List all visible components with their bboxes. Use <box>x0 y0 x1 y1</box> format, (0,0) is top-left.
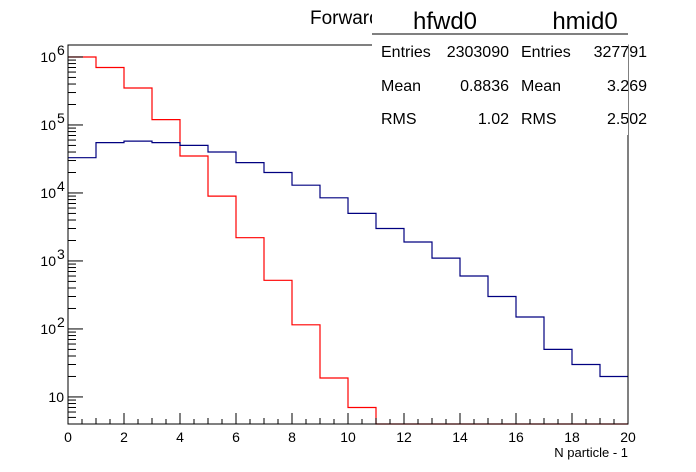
stats-mean-value-hfwd0: 0.8836 <box>460 78 509 95</box>
y-tick-label: 10 <box>40 49 56 65</box>
x-tick-label: 2 <box>120 429 128 445</box>
stats-rms-label-hmid0: RMS <box>521 111 557 128</box>
y-tick-label: 10 <box>40 253 56 269</box>
x-axis-ticks: 0 2 4 6 8 10 12 14 16 18 20 <box>64 413 636 445</box>
stats-entries-value-hmid0: 327791 <box>594 44 647 61</box>
stats-mean-label-hfwd0: Mean <box>381 78 421 95</box>
y-tick-exponent: 6 <box>57 42 65 58</box>
stats-rms-value-hmid0: 2.502 <box>607 111 647 128</box>
y-tick-label: 10 <box>40 117 56 133</box>
stats-name-hfwd0: hfwd0 <box>413 8 477 35</box>
x-tick-label: 18 <box>564 429 580 445</box>
y-tick-exponent: 2 <box>57 314 65 330</box>
y-tick-label: 10 <box>40 185 56 201</box>
x-tick-label: 20 <box>620 429 636 445</box>
stats-entries-value-hfwd0: 2303090 <box>447 44 509 61</box>
x-tick-label: 10 <box>340 429 356 445</box>
x-tick-label: 6 <box>232 429 240 445</box>
series-line-hmid0 <box>68 140 628 378</box>
y-tick-exponent: 3 <box>57 246 65 262</box>
stats-rms-label-hfwd0: RMS <box>381 111 417 128</box>
stats-entries-label-hfwd0: Entries <box>381 44 431 61</box>
x-tick-label: 12 <box>396 429 412 445</box>
x-tick-label: 0 <box>64 429 72 445</box>
stats-box-background <box>372 0 628 135</box>
x-axis-title: N particle - 1 <box>554 445 628 460</box>
x-tick-label: 14 <box>452 429 468 445</box>
stats-entries-label-hmid0: Entries <box>521 44 571 61</box>
y-tick-label: 10 <box>48 389 64 405</box>
stats-rms-value-hfwd0: 1.02 <box>478 111 509 128</box>
stats-mean-label-hmid0: Mean <box>521 78 561 95</box>
x-tick-label: 4 <box>176 429 184 445</box>
stats-mean-value-hmid0: 3.269 <box>607 78 647 95</box>
y-tick-exponent: 5 <box>57 110 65 126</box>
stats-box: hfwd0 hmid0 Entries 2303090 Entries 3277… <box>372 0 647 135</box>
y-tick-exponent: 4 <box>57 178 65 194</box>
plot-frame <box>67 44 629 425</box>
x-tick-label: 16 <box>508 429 524 445</box>
y-tick-label: 10 <box>40 321 56 337</box>
stats-name-hmid0: hmid0 <box>552 8 617 35</box>
x-tick-label: 8 <box>288 429 296 445</box>
chart-title: Forward <box>310 8 380 29</box>
